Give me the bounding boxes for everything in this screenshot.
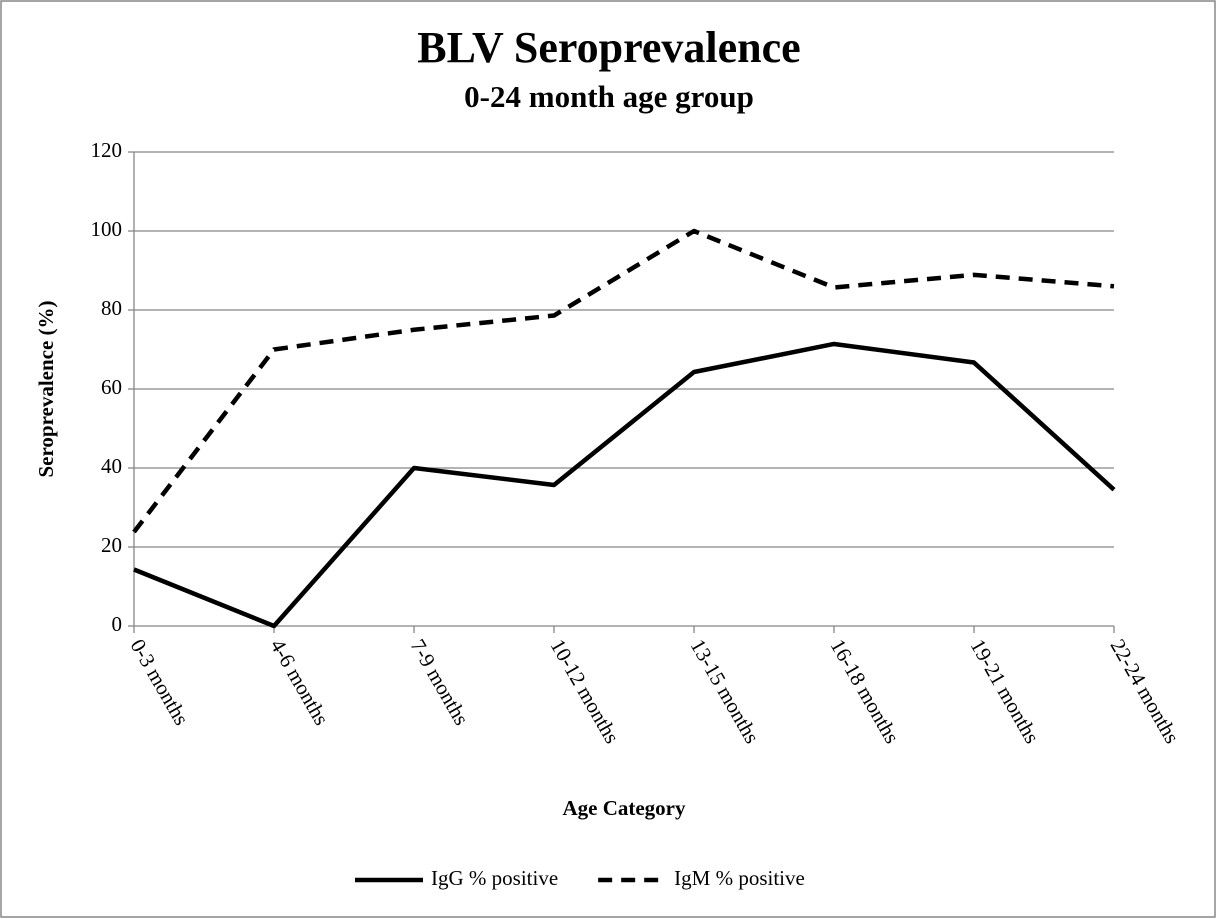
series-line (132, 228, 1115, 534)
legend-label: IgG % positive (431, 866, 558, 890)
y-tick-label: 60 (101, 375, 122, 399)
y-tick-label: 100 (91, 217, 123, 241)
chart-title: BLV Seroprevalence (417, 23, 800, 72)
y-tick-label: 120 (91, 138, 123, 162)
legend-label: IgM % positive (674, 866, 805, 890)
chart-subtitle: 0-24 month age group (464, 79, 754, 114)
x-axis-title: Age Category (562, 796, 686, 820)
y-tick-label: 20 (101, 533, 122, 557)
y-tick-label: 80 (101, 296, 122, 320)
y-axis-title: Seroprevalence (%) (34, 300, 58, 477)
y-tick-label: 0 (112, 612, 123, 636)
series-line (133, 341, 1116, 629)
y-tick-label: 40 (101, 454, 122, 478)
